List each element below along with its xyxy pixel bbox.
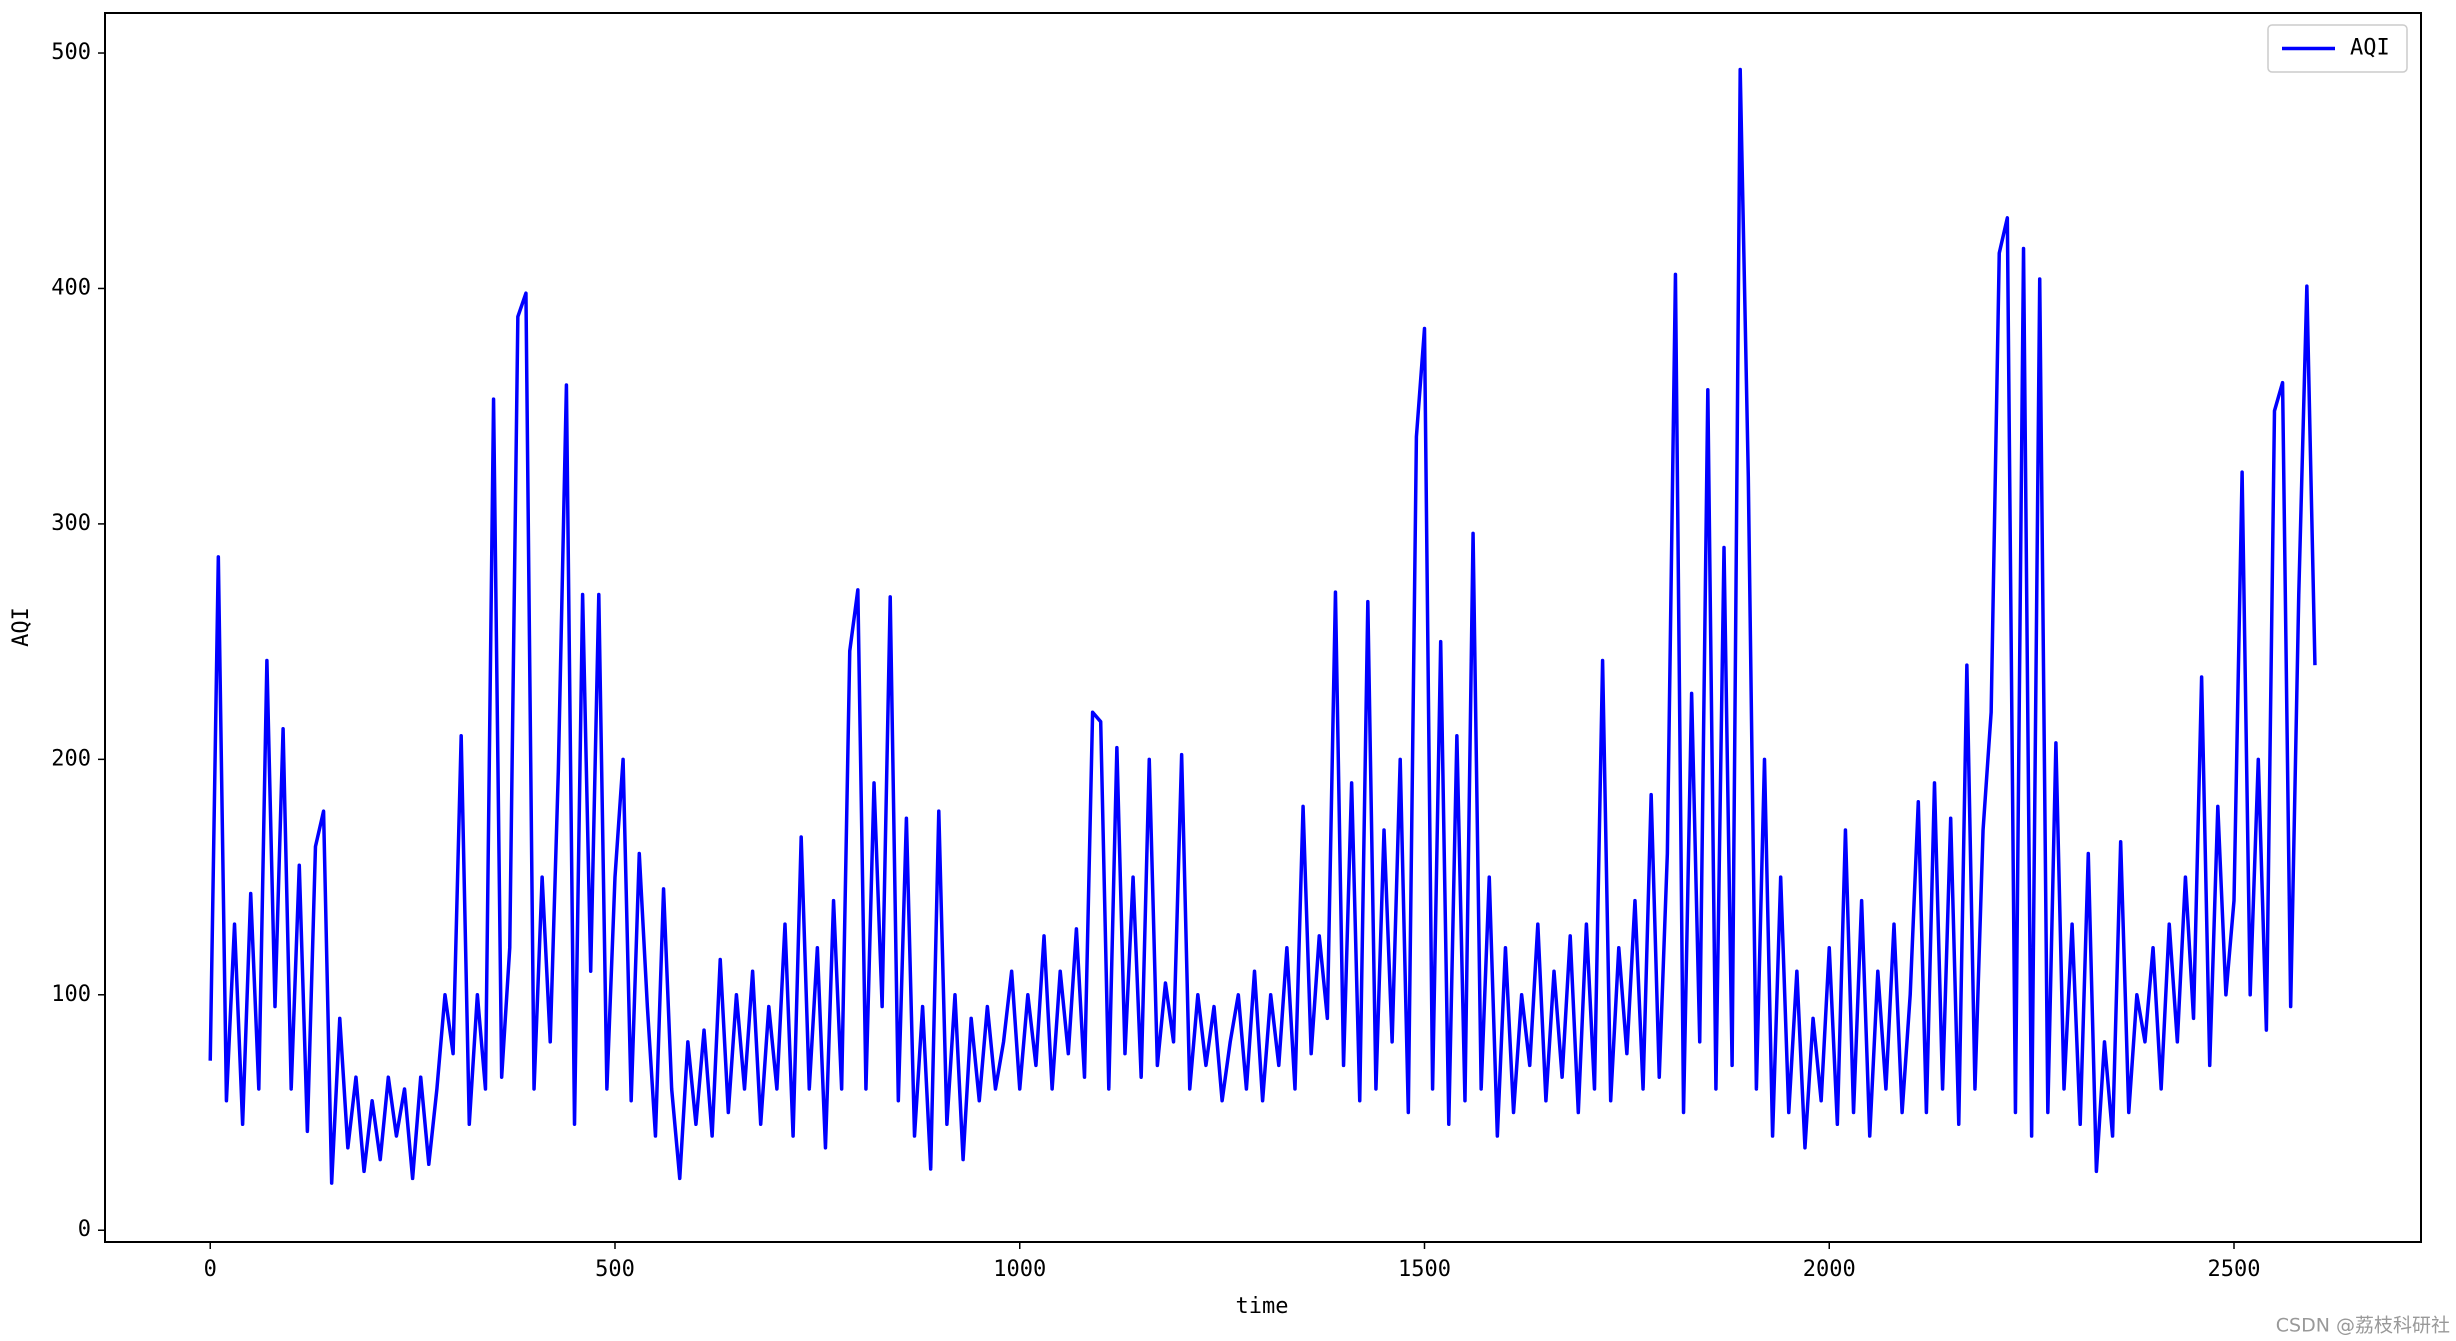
y-tick-label: 300 [51, 511, 91, 536]
x-tick-label: 2000 [1803, 1257, 1856, 1282]
data-line [208, 67, 2317, 1185]
x-tick-label: 500 [595, 1257, 635, 1282]
x-tick-label: 0 [204, 1257, 217, 1282]
y-tick-label: 200 [51, 746, 91, 771]
legend-box [2267, 24, 2408, 73]
x-tick-label: 1000 [993, 1257, 1046, 1282]
x-axis-label: time [1236, 1294, 1289, 1319]
y-tick-label: 400 [51, 275, 91, 300]
x-tick-label: 1500 [1398, 1257, 1451, 1282]
y-tick-label: 100 [51, 982, 91, 1007]
y-axis-label: AQI [9, 607, 34, 647]
y-tick-label: 0 [78, 1217, 91, 1242]
plot-frame [104, 12, 2422, 1243]
y-tick-label: 500 [51, 40, 91, 65]
watermark: CSDN @荔枝科研社 [2276, 1315, 2450, 1337]
x-tick-label: 2500 [2208, 1257, 2261, 1282]
legend-label: AQI [2350, 36, 2390, 61]
